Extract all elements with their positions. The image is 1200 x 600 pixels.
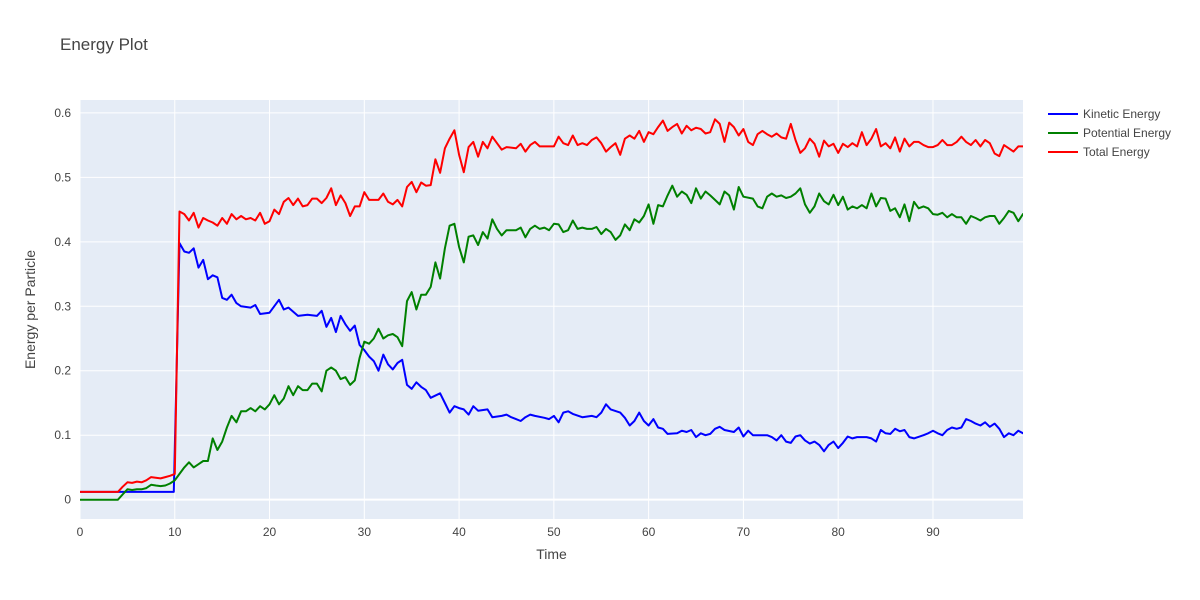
- chart-title: Energy Plot: [60, 35, 148, 54]
- total-energy-line: [80, 118, 1023, 493]
- y-tick-label: 0.6: [54, 106, 71, 120]
- y-tick-label: 0.1: [54, 428, 71, 442]
- x-tick-label: 40: [452, 525, 466, 539]
- x-axis-title: Time: [536, 546, 567, 562]
- tick-labels: 0 0.1 0.2 0.3 0.4 0.5 0.6 0 10 20 30 40 50 60 70 80 90: [54, 106, 940, 539]
- legend[interactable]: Kinetic Energy Potential Energy Total Ener…: [1048, 107, 1171, 159]
- legend-item-total-energy[interactable]: Total Energy: [1048, 145, 1150, 159]
- x-tick-label: 10: [168, 525, 182, 539]
- x-tick-label: 70: [737, 525, 751, 539]
- x-tick-label: 30: [358, 525, 372, 539]
- grid-lines: [79, 100, 1023, 519]
- y-axis-title: Energy per Particle: [22, 250, 38, 369]
- plot-area: [80, 100, 1023, 519]
- legend-item-kinetic-energy[interactable]: Kinetic Energy: [1048, 107, 1160, 121]
- legend-label: Total Energy: [1083, 145, 1150, 159]
- x-tick-label: 80: [832, 525, 846, 539]
- legend-label: Kinetic Energy: [1083, 107, 1160, 121]
- x-tick-label: 60: [642, 525, 656, 539]
- kinetic-energy-line: [80, 242, 1023, 493]
- x-tick-label: 20: [263, 525, 277, 539]
- y-tick-label: 0.2: [54, 364, 71, 378]
- y-tick-label: 0: [64, 493, 71, 507]
- y-tick-label: 0.5: [54, 170, 71, 184]
- legend-item-potential-energy[interactable]: Potential Energy: [1048, 126, 1171, 140]
- x-tick-label: 50: [547, 525, 561, 539]
- potential-energy-line: [80, 184, 1023, 501]
- series-lines: [80, 118, 1023, 501]
- y-tick-label: 0.3: [54, 299, 71, 313]
- y-tick-label: 0.4: [54, 235, 71, 249]
- legend-label: Potential Energy: [1083, 126, 1171, 140]
- x-tick-label: 0: [77, 525, 84, 539]
- x-tick-label: 90: [926, 525, 940, 539]
